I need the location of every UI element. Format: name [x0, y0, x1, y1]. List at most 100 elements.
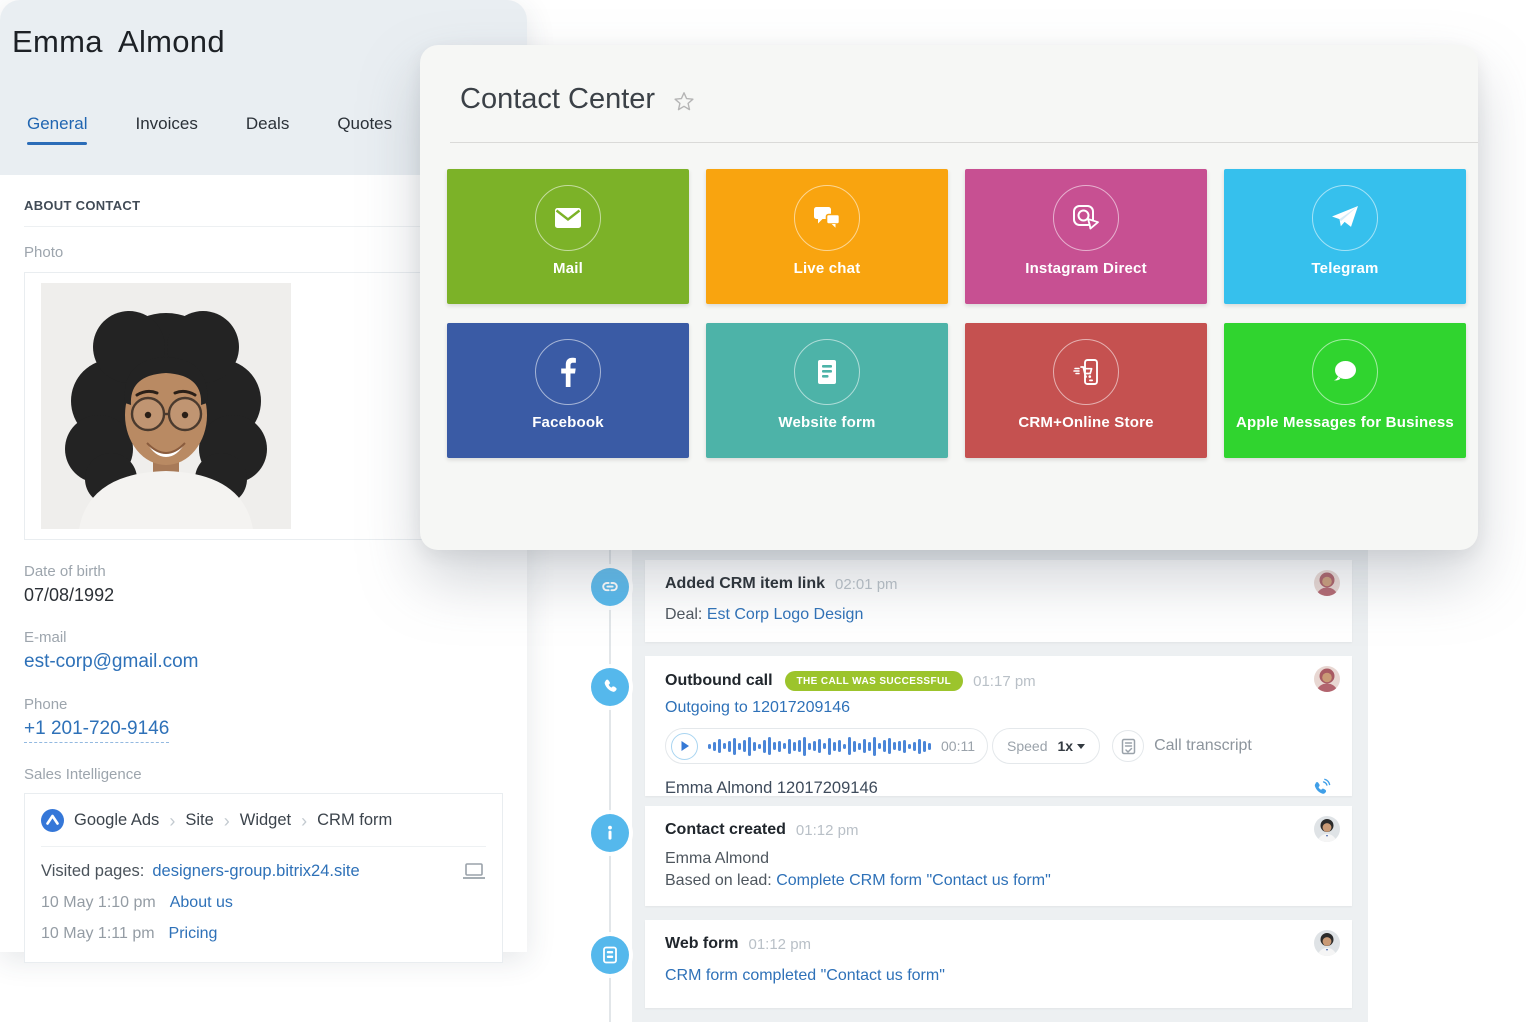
star-icon[interactable] [673, 91, 695, 112]
call-status-badge: THE CALL WAS SUCCESSFUL [784, 671, 964, 691]
call-contact-number[interactable]: Emma Almond 12017209146 [665, 778, 878, 797]
audio-player: 00:11 Speed 1x Call transcript [665, 728, 1332, 764]
based-on-lead-label: Based on lead: [665, 872, 772, 889]
field-phone: Phone +1 201-720-9146 [24, 696, 503, 743]
transcript-icon [1112, 730, 1145, 762]
visit-time: 10 May 1:11 pm [41, 925, 155, 942]
divider [24, 226, 503, 227]
chevron-separator: › [169, 810, 176, 831]
speed-label: Speed [1007, 738, 1048, 754]
field-date-of-birth: Date of birth 07/08/1992 [24, 563, 503, 606]
tile-website-form[interactable]: Website form [706, 323, 948, 458]
visited-page-row: 10 May 1:11 pm Pricing [41, 925, 486, 943]
google-ads-icon [41, 809, 64, 832]
tile-label: CRM+Online Store [1018, 414, 1154, 431]
visit-time: 10 May 1:10 pm [41, 894, 156, 911]
speed-control[interactable]: Speed 1x [992, 728, 1101, 764]
tile-mail[interactable]: Mail [447, 169, 689, 304]
breadcrumb-item-crm-form: CRM form [317, 811, 393, 829]
tile-label: Telegram [1311, 260, 1379, 277]
channel-tiles: Mail Live chat [420, 143, 1478, 458]
photo-label: Photo [24, 244, 64, 261]
mail-icon [535, 185, 601, 251]
tile-facebook[interactable]: Facebook [447, 323, 689, 458]
divider [450, 142, 1478, 143]
tile-telegram[interactable]: Telegram [1224, 169, 1466, 304]
tile-instagram-direct[interactable]: Instagram Direct [965, 169, 1207, 304]
sales-intelligence-box: Google Ads › Site › Widget › CRM form Vi… [24, 793, 503, 963]
avatar[interactable] [1314, 930, 1340, 956]
tab-general[interactable]: General [27, 114, 88, 145]
facebook-icon [535, 339, 601, 405]
lead-link[interactable]: Complete CRM form "Contact us form" [776, 872, 1051, 889]
dob-label: Date of birth [24, 563, 106, 580]
apple-messages-icon [1312, 339, 1378, 405]
contact-name: Emma Almond [665, 850, 770, 867]
timeline-entry-outbound-call: Outbound call THE CALL WAS SUCCESSFUL 01… [645, 656, 1352, 799]
section-title: ABOUT CONTACT [24, 198, 141, 213]
timeline-entry-web-form: Web form 01:12 pm CRM form completed "Co… [645, 920, 1352, 1008]
info-icon [591, 814, 629, 852]
entry-title: Web form [665, 935, 739, 952]
visited-page-row: 10 May 1:10 pm About us [41, 894, 486, 912]
timeline-entry-contact-created: Contact created 01:12 pm Emma Almond Bas… [645, 806, 1352, 906]
field-email: E-mail est-corp@gmail.com [24, 629, 503, 673]
contact-center-panel: Contact Center Mail [420, 45, 1478, 550]
deal-label: Deal: [665, 606, 703, 623]
tile-live-chat[interactable]: Live chat [706, 169, 948, 304]
email-label: E-mail [24, 629, 67, 646]
website-form-icon [794, 339, 860, 405]
breadcrumb-item-widget: Widget [239, 811, 292, 829]
tile-apple-messages[interactable]: Apple Messages for Business [1224, 323, 1466, 458]
play-icon[interactable] [671, 732, 698, 760]
avatar[interactable] [1314, 816, 1340, 842]
sales-intelligence-label: Sales Intelligence [24, 766, 142, 783]
call-duration: 00:11 [941, 738, 975, 754]
web-form-icon [591, 936, 629, 974]
tab-invoices[interactable]: Invoices [135, 114, 198, 133]
crm-form-completed-link[interactable]: CRM form completed "Contact us form" [665, 967, 945, 984]
entry-title: Outbound call [665, 672, 773, 689]
speed-value: 1x [1057, 738, 1074, 754]
chevron-separator: › [223, 810, 230, 831]
visit-page-link[interactable]: About us [169, 894, 233, 911]
tile-label: Website form [778, 414, 876, 431]
avatar[interactable] [1314, 666, 1340, 692]
tile-label: Facebook [532, 414, 604, 431]
call-transcript-button[interactable]: Call transcript [1112, 730, 1252, 762]
tile-label: Apple Messages for Business [1236, 414, 1454, 431]
visited-site-link[interactable]: designers-group.bitrix24.site [152, 862, 360, 880]
page-title: Emma Almond [12, 24, 225, 59]
tile-crm-online-store[interactable]: CRM+Online Store [965, 323, 1207, 458]
entry-time: 01:17 pm [973, 672, 1036, 690]
breadcrumb-item-site: Site [185, 811, 214, 829]
visit-page-link[interactable]: Pricing [168, 925, 218, 942]
avatar[interactable] [1314, 570, 1340, 596]
divider [41, 846, 486, 847]
crm-link-icon [591, 568, 629, 606]
breadcrumb-item-source: Google Ads [74, 811, 160, 829]
transcript-label: Call transcript [1154, 737, 1252, 754]
entry-time: 01:12 pm [748, 935, 812, 953]
telegram-icon [1312, 185, 1378, 251]
tab-quotes[interactable]: Quotes [337, 114, 393, 133]
live-chat-icon [794, 185, 860, 251]
traffic-source-breadcrumb: Google Ads › Site › Widget › CRM form [41, 794, 486, 846]
call-waveform[interactable] [708, 735, 931, 757]
tile-label: Live chat [793, 260, 861, 277]
contact-photo [41, 283, 291, 529]
instagram-direct-icon [1053, 185, 1119, 251]
outgoing-call-link[interactable]: Outgoing to 12017209146 [665, 699, 851, 716]
contact-center-title: Contact Center [460, 83, 656, 115]
sales-intelligence-section: Sales Intelligence Google Ads › Site › W… [24, 766, 503, 963]
phone-link[interactable]: +1 201-720-9146 [24, 718, 170, 743]
email-link[interactable]: est-corp@gmail.com [24, 651, 199, 672]
tab-deals[interactable]: Deals [245, 114, 290, 133]
deal-link[interactable]: Est Corp Logo Design [706, 606, 864, 623]
entry-title: Added CRM item link [665, 575, 826, 592]
outbound-call-icon [591, 668, 629, 706]
laptop-icon [463, 863, 485, 879]
tile-label: Mail [553, 260, 583, 277]
phone-callback-icon[interactable] [1310, 777, 1332, 799]
timeline-line [609, 550, 611, 1022]
